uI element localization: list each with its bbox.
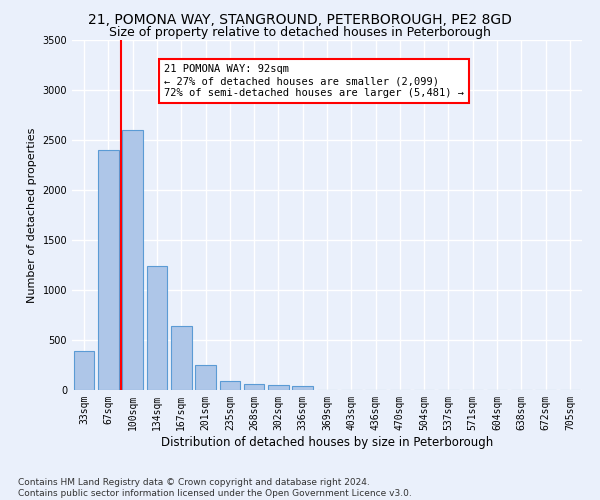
Bar <box>220 380 240 390</box>
Bar <box>146 266 167 390</box>
Bar <box>195 364 216 390</box>
Text: 21 POMONA WAY: 92sqm
← 27% of detached houses are smaller (2,099)
72% of semi-de: 21 POMONA WAY: 92sqm ← 27% of detached h… <box>164 64 464 98</box>
Bar <box>171 326 191 390</box>
Bar <box>292 386 313 390</box>
Y-axis label: Number of detached properties: Number of detached properties <box>27 128 37 302</box>
Bar <box>74 351 94 390</box>
Text: Size of property relative to detached houses in Peterborough: Size of property relative to detached ho… <box>109 26 491 39</box>
Bar <box>268 384 289 390</box>
Text: Contains HM Land Registry data © Crown copyright and database right 2024.
Contai: Contains HM Land Registry data © Crown c… <box>18 478 412 498</box>
Text: 21, POMONA WAY, STANGROUND, PETERBOROUGH, PE2 8GD: 21, POMONA WAY, STANGROUND, PETERBOROUGH… <box>88 12 512 26</box>
Bar <box>98 150 119 390</box>
X-axis label: Distribution of detached houses by size in Peterborough: Distribution of detached houses by size … <box>161 436 493 448</box>
Bar <box>122 130 143 390</box>
Bar <box>244 384 265 390</box>
